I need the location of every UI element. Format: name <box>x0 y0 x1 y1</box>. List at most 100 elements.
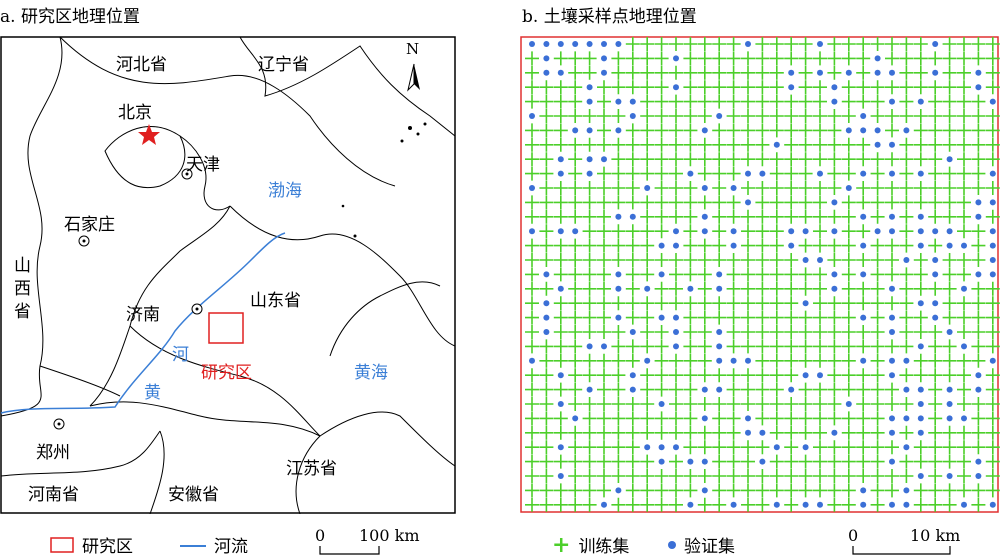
training-point <box>553 353 568 368</box>
training-point <box>726 80 741 95</box>
training-point <box>827 440 842 455</box>
training-point <box>885 267 899 282</box>
validation-point <box>673 242 679 249</box>
training-point <box>568 425 583 440</box>
training-point <box>971 425 986 440</box>
training-point <box>611 497 626 512</box>
validation-point <box>932 41 939 47</box>
validation-point <box>644 444 651 451</box>
training-point <box>899 281 914 296</box>
training-point <box>870 281 885 296</box>
training-point <box>827 152 842 167</box>
training-point <box>755 94 770 109</box>
legend-study-area-label: 研究区 <box>82 537 133 557</box>
training-point <box>870 267 885 282</box>
training-point <box>813 469 827 483</box>
training-point <box>899 339 914 354</box>
training-point <box>539 123 554 138</box>
training-point <box>539 224 554 239</box>
label-henan: 河南省 <box>28 485 79 505</box>
training-point <box>942 51 957 66</box>
validation-point <box>989 501 996 508</box>
training-point <box>568 137 583 152</box>
training-point <box>568 310 583 325</box>
training-point <box>798 325 813 339</box>
training-point <box>856 281 871 296</box>
validation-point <box>586 84 593 91</box>
validation-point <box>917 228 924 235</box>
validation-point <box>615 487 622 494</box>
training-point <box>870 339 885 354</box>
training-point <box>582 281 597 296</box>
training-point <box>841 51 856 66</box>
training-point <box>841 109 856 123</box>
training-point <box>913 195 928 210</box>
training-point <box>640 238 655 253</box>
training-point <box>597 166 611 181</box>
training-point <box>597 137 611 152</box>
validation-point <box>860 242 867 249</box>
validation-point <box>759 458 766 465</box>
training-point <box>798 397 813 411</box>
training-point <box>669 382 683 397</box>
training-point <box>798 281 813 296</box>
validation-point <box>946 228 953 235</box>
training-point <box>611 253 626 267</box>
training-point <box>568 80 583 95</box>
map-panel-a <box>0 36 456 514</box>
training-point <box>928 209 943 224</box>
training-point <box>755 440 770 455</box>
training-point <box>827 253 842 267</box>
training-point <box>582 483 597 498</box>
validation-point <box>745 199 751 206</box>
training-point <box>539 353 554 368</box>
scale-a-label: 100 km <box>359 526 420 545</box>
training-point <box>712 37 727 51</box>
training-point <box>568 368 583 383</box>
training-point <box>654 195 669 210</box>
training-point <box>942 137 957 152</box>
north-arrow-icon <box>407 63 420 92</box>
training-point <box>611 51 626 66</box>
validation-point <box>529 41 535 47</box>
training-point <box>971 51 986 66</box>
training-point <box>669 123 683 138</box>
training-point <box>525 497 539 512</box>
legend-training-label: 训练集 <box>578 537 630 557</box>
validation-point <box>730 501 737 508</box>
training-point <box>654 209 669 224</box>
training-point <box>942 80 957 95</box>
training-point <box>798 109 813 123</box>
training-point <box>654 281 669 296</box>
training-point <box>683 339 698 354</box>
training-point <box>769 353 784 368</box>
training-point <box>553 382 568 397</box>
training-point <box>525 152 539 167</box>
training-point <box>539 166 554 181</box>
training-point <box>841 224 856 239</box>
training-point <box>769 411 784 426</box>
validation-point <box>917 170 924 177</box>
training-point <box>741 51 755 66</box>
training-point <box>697 469 712 483</box>
training-point <box>971 123 986 138</box>
training-point <box>841 368 856 383</box>
training-point <box>755 109 770 123</box>
validation-dot-icon <box>668 540 676 549</box>
training-point <box>525 80 539 95</box>
training-point <box>568 296 583 311</box>
training-point <box>697 497 712 512</box>
training-point <box>553 94 568 109</box>
validation-point <box>687 170 694 177</box>
training-point <box>942 166 957 181</box>
validation-point <box>917 98 924 105</box>
training-point <box>985 109 1000 123</box>
training-point <box>942 425 957 440</box>
training-point <box>942 123 957 138</box>
validation-point <box>644 285 651 292</box>
training-point <box>539 181 554 195</box>
training-point <box>784 281 799 296</box>
validation-point <box>831 84 838 91</box>
training-point <box>899 454 914 469</box>
training-point <box>899 37 914 51</box>
